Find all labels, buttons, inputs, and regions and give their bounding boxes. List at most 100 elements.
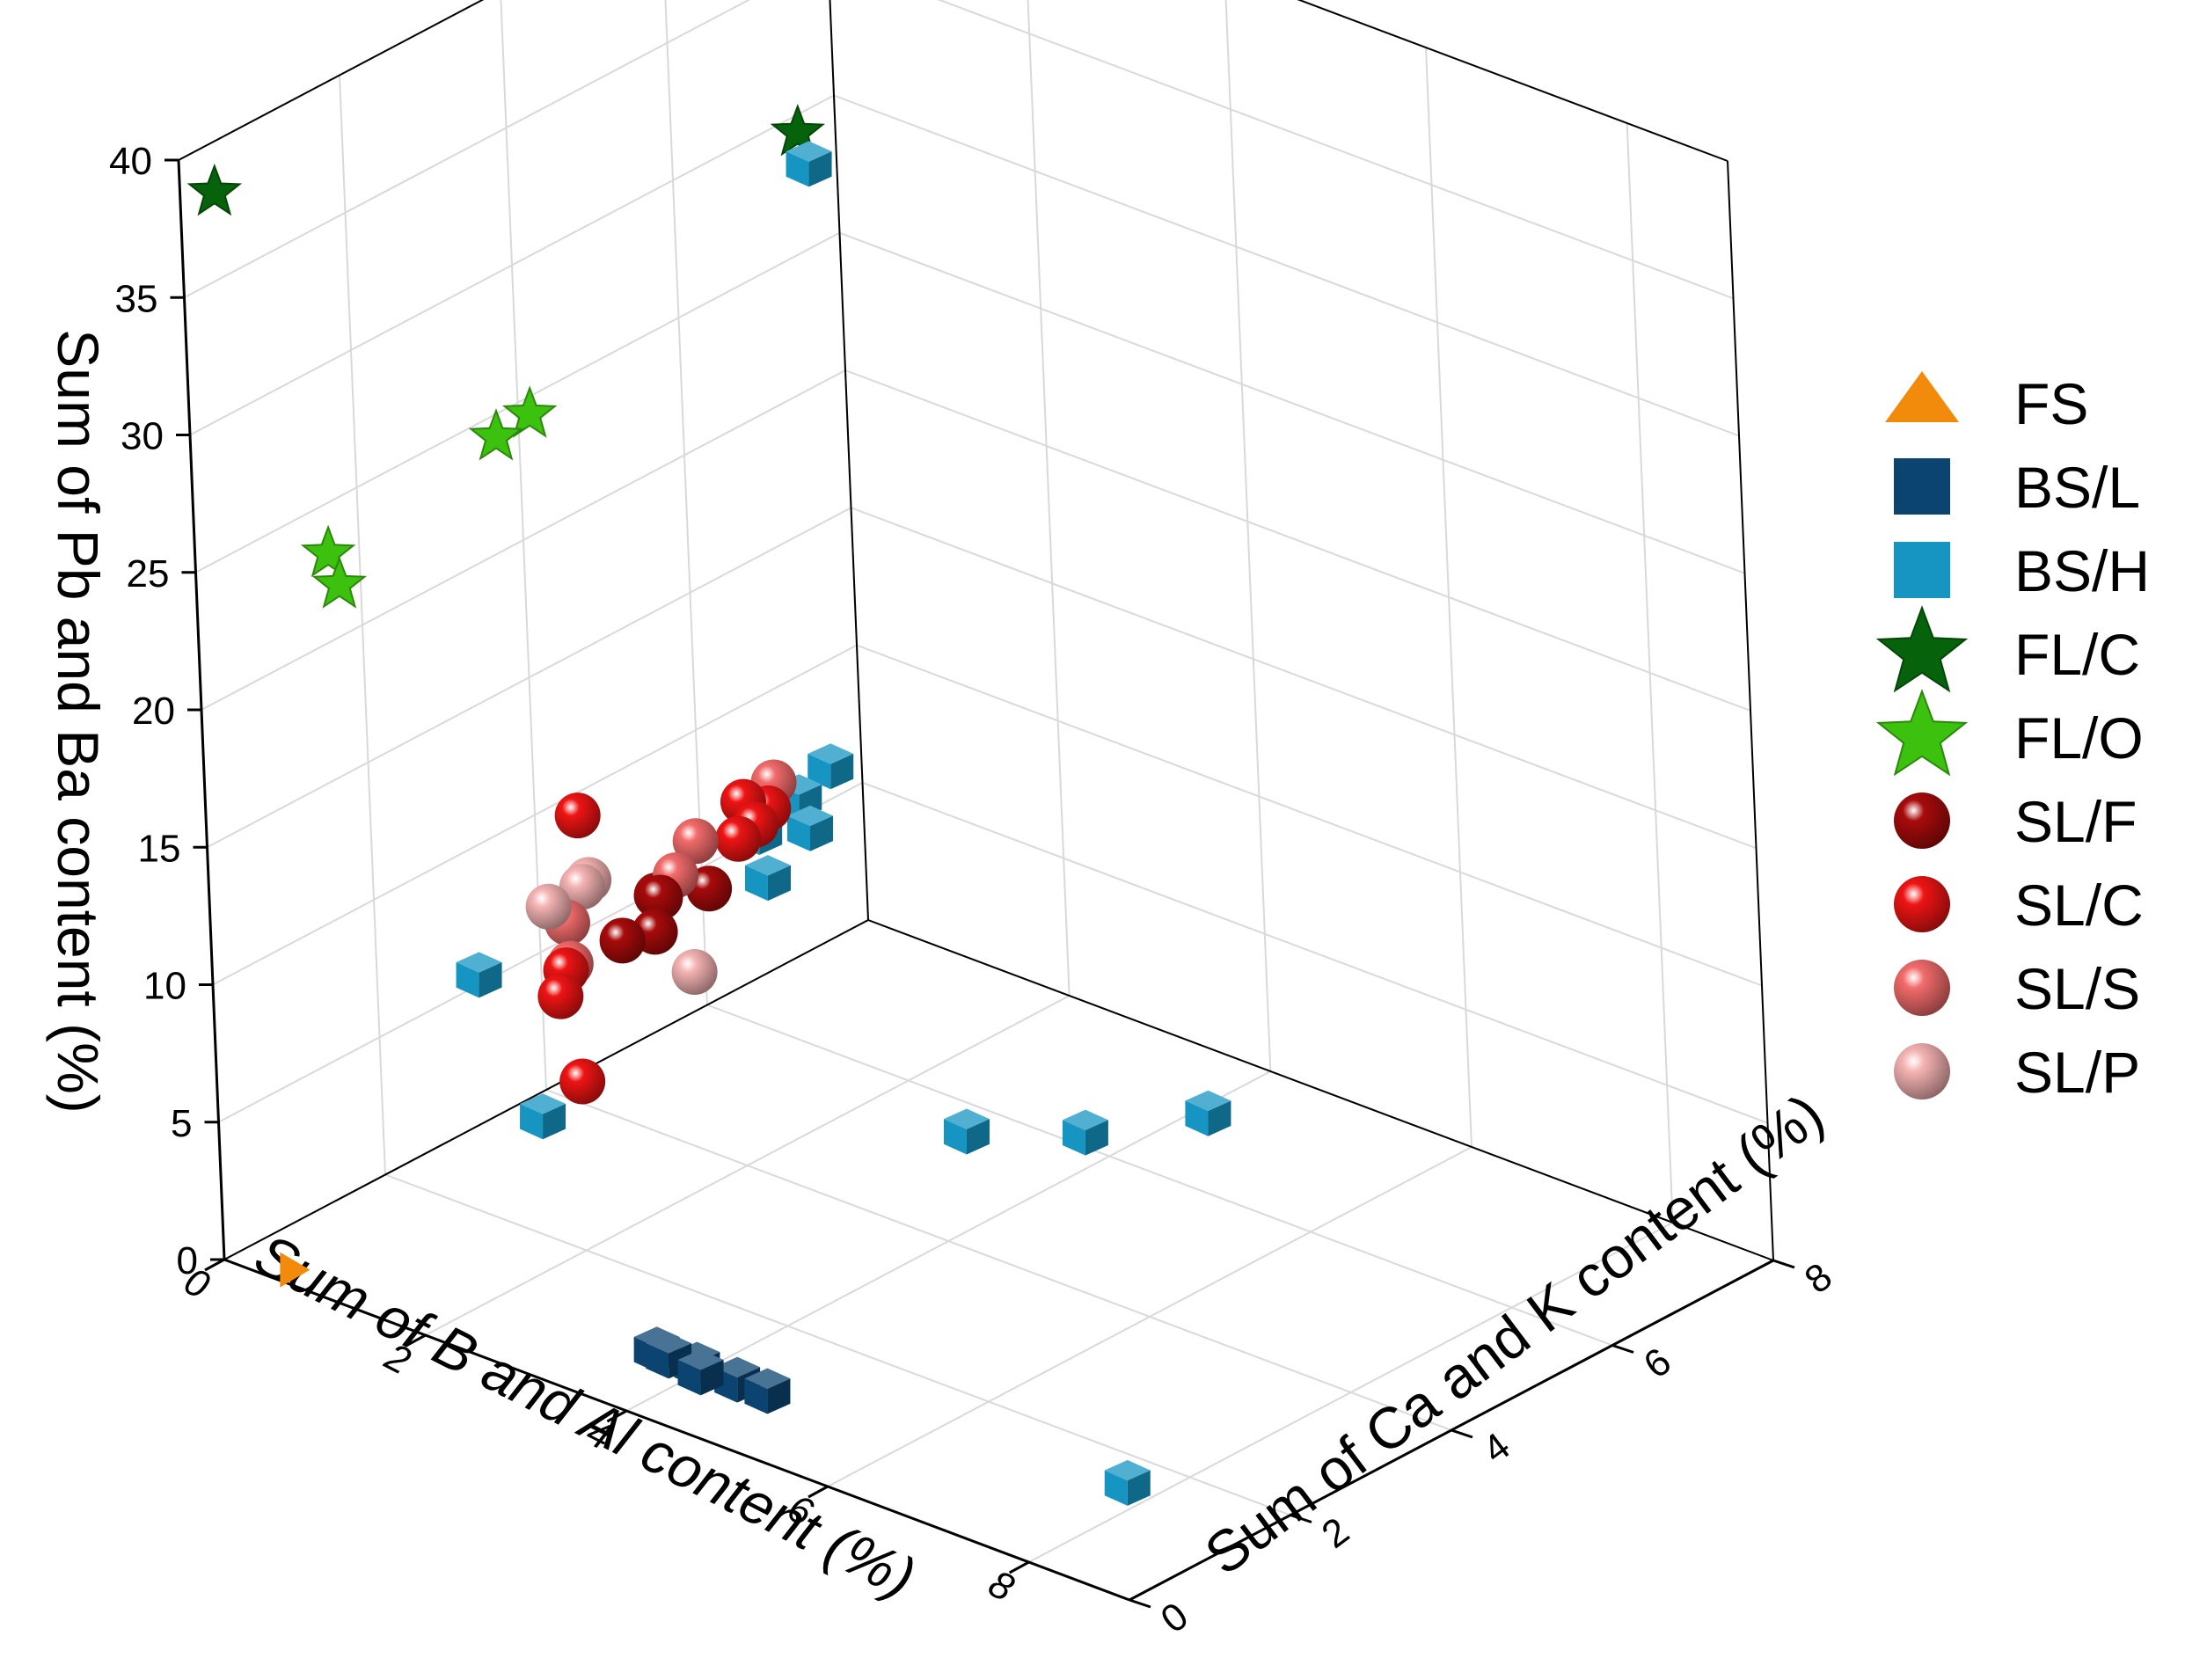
grid-line	[1224, 0, 1272, 1072]
legend-label: SL/P	[2014, 1040, 2140, 1105]
legend-label: FL/C	[2014, 622, 2140, 687]
data-point	[715, 815, 762, 862]
y-tick-label: 8	[1797, 1254, 1840, 1302]
legend-label: BS/H	[2014, 538, 2150, 603]
legend-label: FL/O	[2014, 705, 2144, 771]
y-tick	[1129, 1598, 1151, 1609]
data-point	[554, 793, 601, 839]
x-tick-label: 8	[982, 1562, 1021, 1611]
data-point	[671, 948, 718, 995]
data-point	[468, 408, 524, 461]
grid-line	[839, 231, 1745, 574]
data-point	[501, 385, 558, 438]
grid-line	[1297, 0, 1728, 162]
z-tick-label: 15	[138, 827, 181, 870]
box-edge	[178, 0, 485, 161]
legend-item: FS	[1885, 371, 2088, 436]
data-point	[677, 1349, 724, 1396]
legend-marker	[1875, 689, 1969, 777]
data-point	[537, 973, 584, 1019]
axis-lines	[164, 0, 1795, 1609]
legend-marker	[1875, 605, 1969, 693]
legend-marker	[1894, 542, 1950, 598]
legend-label: SL/F	[2014, 789, 2137, 854]
legend-item: BS/L	[1894, 455, 2140, 520]
grid-line	[545, 1089, 1452, 1431]
legend-item: FL/O	[1875, 689, 2144, 777]
data-point	[559, 1058, 606, 1105]
grid-line	[201, 369, 846, 711]
x-tick	[606, 1409, 628, 1423]
x-tick	[405, 1333, 427, 1348]
legend-marker	[1894, 960, 1950, 1016]
y-tick-label: 0	[1153, 1594, 1196, 1641]
axis-line	[223, 1258, 1130, 1602]
grid-line	[833, 94, 1740, 437]
data-point	[1104, 1459, 1151, 1506]
data-points	[186, 104, 1231, 1506]
data-point	[786, 141, 832, 187]
grid-line	[851, 507, 1757, 850]
data-point	[559, 864, 605, 910]
y-tick	[1611, 1344, 1634, 1354]
z-tick-label: 20	[132, 690, 175, 733]
grid-line	[706, 1004, 1613, 1347]
legend-item: BS/H	[1894, 538, 2150, 603]
data-point	[520, 1093, 566, 1140]
legend-marker	[1885, 371, 1959, 422]
data-point	[744, 855, 791, 902]
grid-line	[189, 94, 835, 436]
legend-marker	[1894, 793, 1950, 849]
z-tick-label: 40	[109, 140, 152, 183]
y-axis-title: Sum of Ca and K content (%)	[1193, 1081, 1835, 1588]
grid-line	[384, 1173, 1291, 1516]
y-tick-label: 6	[1636, 1340, 1679, 1387]
y-tick	[1772, 1259, 1795, 1269]
legend-label: BS/L	[2014, 455, 2140, 520]
data-point	[280, 1252, 311, 1288]
grid-line	[856, 644, 1763, 987]
x-tick	[204, 1258, 225, 1272]
box-edge	[867, 919, 1774, 1261]
data-point	[787, 805, 834, 851]
data-point	[186, 163, 243, 216]
legend-item: SL/P	[1894, 1040, 2140, 1105]
legend-marker	[1894, 1043, 1950, 1099]
legend-item: FL/C	[1875, 605, 2140, 693]
y-tick	[1290, 1514, 1312, 1523]
grid-line	[195, 231, 840, 573]
y-tick	[1451, 1428, 1473, 1439]
legend-label: SL/S	[2014, 956, 2140, 1021]
data-point	[744, 1368, 791, 1414]
data-point	[1062, 1109, 1108, 1156]
z-tick-label: 30	[121, 415, 164, 458]
grid-line	[212, 644, 858, 986]
grid-line	[862, 781, 1768, 1124]
z-tick-label: 10	[143, 965, 186, 1008]
x-tick	[1008, 1560, 1030, 1574]
legend-label: SL/C	[2014, 873, 2144, 938]
y-tick-label: 4	[1475, 1424, 1518, 1472]
x-tick	[808, 1485, 829, 1499]
grid-line	[937, 0, 1734, 300]
data-point	[311, 556, 368, 609]
legend-item: SL/S	[1894, 956, 2140, 1021]
data-point	[770, 104, 826, 157]
data-point	[1185, 1090, 1231, 1136]
box-edge	[1297, 0, 1728, 162]
z-tick-label: 5	[171, 1102, 192, 1145]
data-point	[637, 874, 683, 921]
grid-line	[178, 0, 485, 161]
data-point	[599, 917, 646, 964]
z-tick-label: 25	[127, 552, 170, 595]
z-axis-title: Sum of Pb and Ba content (%)	[46, 329, 111, 1113]
data-point	[808, 743, 854, 790]
box-edge	[1727, 160, 1774, 1261]
grid-line	[184, 0, 751, 299]
data-point	[943, 1108, 990, 1155]
legend-label: FS	[2014, 371, 2088, 436]
z-tick-label: 35	[115, 277, 158, 320]
data-point	[456, 952, 502, 998]
